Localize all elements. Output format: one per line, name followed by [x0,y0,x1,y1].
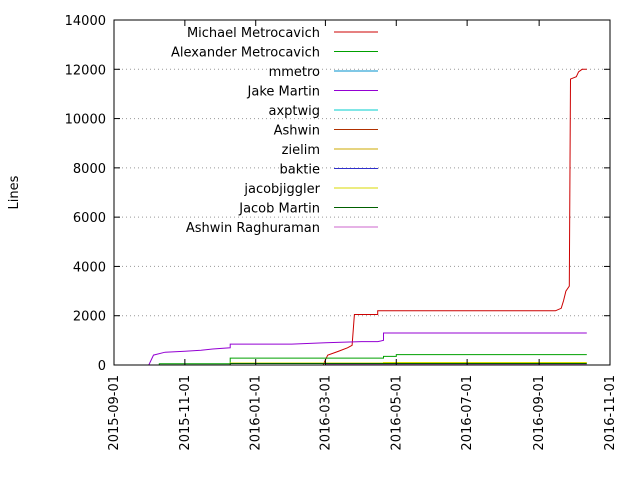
y-tick-label-7: 14000 [65,14,106,29]
legend-label-2: mmetro [269,65,320,80]
y-tick-label-2: 4000 [73,260,106,275]
x-axis: 2015-09-01 2015-11-01 2016-01-01 2016-03-01… [107,20,618,451]
series-line-0 [114,68,587,366]
y-axis: 0 2000 4000 6000 8000 10000 12000 14000 [65,14,610,374]
y-tick-label-4: 8000 [73,162,106,177]
legend-label-1: Alexander Metrocavich [171,46,320,61]
legend-label-10: Ashwin Raghuraman [186,221,320,236]
legend-label-6: zielim [282,143,320,158]
legend-label-9: Jacob Martin [238,202,320,217]
x-tick-label-5: 2016-07-01 [460,375,475,451]
legend-label-0: Michael Metrocavich [187,26,320,41]
series-line-1 [136,354,587,366]
y-tick-label-0: 0 [98,359,106,374]
y-tick-label-5: 10000 [65,113,106,128]
x-tick-label-6: 2016-09-01 [532,375,547,451]
y-axis-label: Lines [7,175,22,209]
series-line-3 [136,332,587,366]
legend-label-8: jacobjiggler [243,182,320,197]
legend-label-7: baktie [280,163,320,178]
legend: Michael Metrocavich Alexander Metrocavich… [171,26,378,236]
legend-label-4: axptwig [268,104,320,119]
x-tick-label-3: 2016-03-01 [318,375,333,451]
y-tick-label-3: 6000 [73,211,106,226]
x-tick-label-7: 2016-11-01 [603,375,618,451]
x-tick-label-4: 2016-05-01 [389,375,404,451]
x-tick-label-1: 2015-11-01 [178,375,193,451]
y-tick-label-1: 2000 [73,310,106,325]
x-tick-label-0: 2015-09-01 [107,375,122,451]
y-tick-label-6: 12000 [65,63,106,78]
grid-lines [114,68,610,317]
legend-label-3: Jake Martin [247,85,320,100]
plot-frame [113,19,611,366]
legend-label-5: Ashwin [274,124,320,139]
x-tick-label-2: 2016-01-01 [249,375,264,451]
